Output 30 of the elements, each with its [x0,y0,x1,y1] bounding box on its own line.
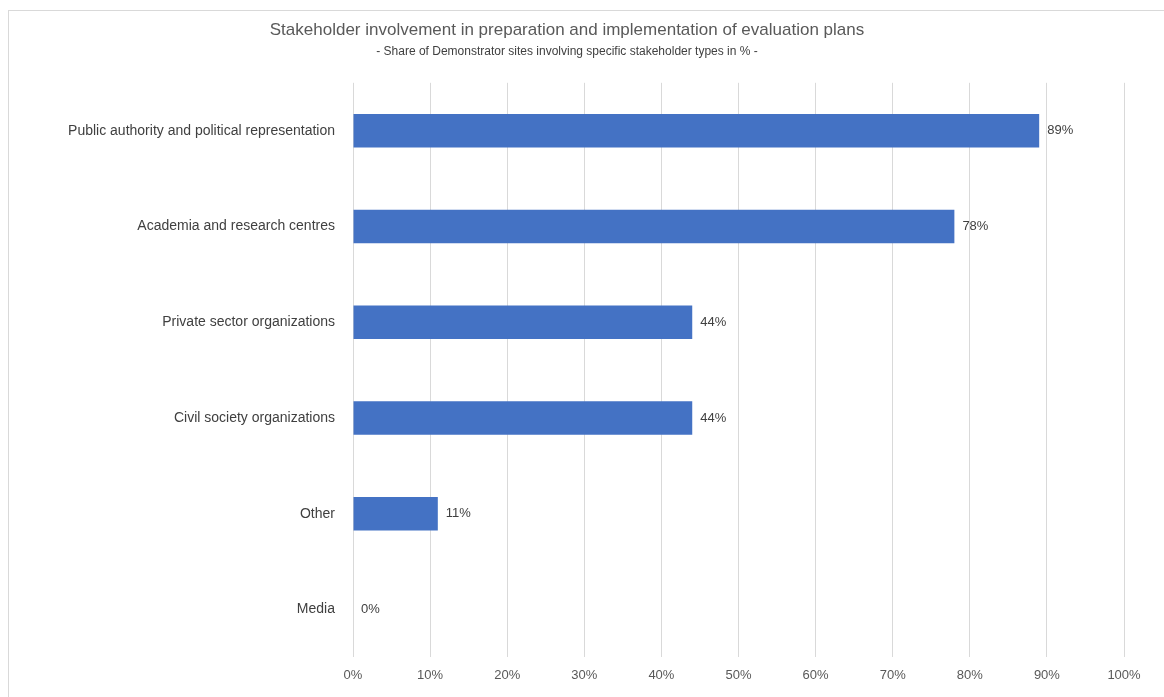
x-tick-label: 80% [956,666,984,682]
x-tick-label: 90% [1033,666,1061,682]
data-label: 44% [700,313,727,329]
y-tick-label: Public authority and political representation [68,121,335,138]
data-label: 78% [962,218,989,234]
data-label: 0% [361,601,381,617]
bar [353,113,1040,148]
x-tick-label: 30% [571,666,598,682]
data-label: 44% [700,409,727,425]
y-tick-label: Civil society organizations [173,408,335,425]
data-label: 11% [445,505,472,521]
y-tick-label: Media [296,600,336,617]
data-label: 89% [1047,122,1074,138]
chart-subtitle: - Share of Demonstrator sites involving specific stakeholder types in % - [376,43,758,58]
chart-title: Stakeholder involvement in preparation and implementation of evaluation plans [269,19,865,39]
bar [353,209,955,244]
x-tick-label: 20% [494,666,521,682]
x-tick-label: 100% [1107,666,1142,682]
y-tick-label: Academia and research centres [137,217,335,234]
x-tick-label: 40% [648,666,675,682]
x-tick-label: 60% [802,666,830,682]
x-tick-label: 70% [879,666,907,682]
bar [353,401,693,435]
x-tick-label: 10% [417,666,444,682]
x-tick-label: 50% [725,666,752,682]
y-tick-label: Other [299,504,336,521]
y-tick-label: Private sector organizations [162,313,335,330]
bar [353,496,438,531]
x-tick-label: 0% [343,666,363,682]
bar [353,305,693,339]
